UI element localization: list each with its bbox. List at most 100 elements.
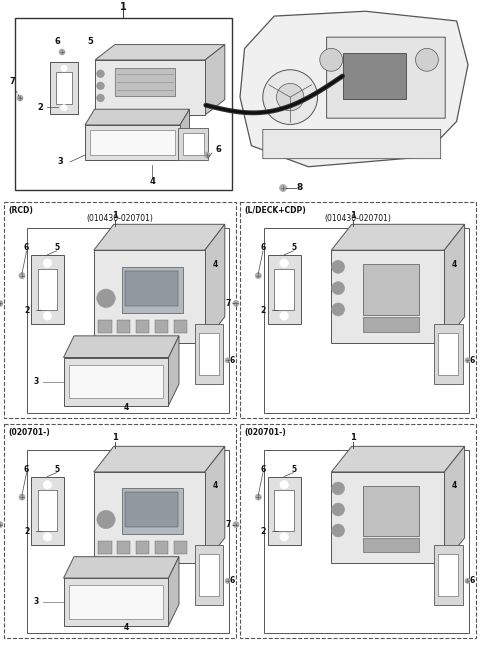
Text: 6: 6 xyxy=(24,465,29,474)
Polygon shape xyxy=(94,447,225,472)
Polygon shape xyxy=(195,324,223,384)
Text: 6: 6 xyxy=(215,146,221,155)
Text: (010430-020701): (010430-020701) xyxy=(324,214,391,223)
Polygon shape xyxy=(31,255,63,324)
Circle shape xyxy=(332,261,345,273)
FancyBboxPatch shape xyxy=(136,320,149,333)
Text: 6: 6 xyxy=(229,356,235,365)
Circle shape xyxy=(320,49,343,72)
Circle shape xyxy=(332,281,345,294)
Polygon shape xyxy=(331,250,444,343)
FancyBboxPatch shape xyxy=(27,228,229,413)
Circle shape xyxy=(332,303,345,316)
Text: 2: 2 xyxy=(260,306,265,315)
Polygon shape xyxy=(444,447,465,564)
FancyBboxPatch shape xyxy=(240,424,476,638)
FancyBboxPatch shape xyxy=(199,333,219,375)
Text: 4: 4 xyxy=(212,481,217,490)
Polygon shape xyxy=(434,324,463,384)
Polygon shape xyxy=(94,224,225,250)
FancyBboxPatch shape xyxy=(90,130,175,155)
Text: 6: 6 xyxy=(260,465,265,474)
FancyBboxPatch shape xyxy=(115,68,175,96)
Text: (020701-): (020701-) xyxy=(244,428,286,437)
Circle shape xyxy=(43,533,51,541)
Text: 5: 5 xyxy=(54,465,59,474)
FancyBboxPatch shape xyxy=(121,267,182,313)
Circle shape xyxy=(43,480,51,489)
FancyBboxPatch shape xyxy=(155,320,168,333)
Polygon shape xyxy=(168,336,179,406)
Text: 4: 4 xyxy=(124,402,129,411)
Text: 6: 6 xyxy=(54,38,60,47)
Circle shape xyxy=(96,82,104,90)
Polygon shape xyxy=(240,11,468,167)
Text: 7: 7 xyxy=(225,520,231,529)
Circle shape xyxy=(0,300,3,306)
FancyBboxPatch shape xyxy=(4,424,236,638)
FancyBboxPatch shape xyxy=(174,541,187,554)
Text: 1: 1 xyxy=(112,434,118,443)
Text: 7: 7 xyxy=(9,77,15,86)
Text: (020701-): (020701-) xyxy=(8,428,50,437)
Polygon shape xyxy=(63,578,168,626)
FancyBboxPatch shape xyxy=(155,541,168,554)
Polygon shape xyxy=(331,224,465,250)
Polygon shape xyxy=(205,447,225,564)
Polygon shape xyxy=(180,109,190,160)
FancyBboxPatch shape xyxy=(125,492,178,527)
FancyBboxPatch shape xyxy=(121,488,182,534)
FancyBboxPatch shape xyxy=(125,270,178,306)
Text: 1: 1 xyxy=(120,2,126,12)
FancyBboxPatch shape xyxy=(15,18,232,190)
Circle shape xyxy=(97,289,115,307)
Polygon shape xyxy=(95,60,205,115)
Circle shape xyxy=(17,95,23,101)
Circle shape xyxy=(332,482,345,495)
FancyBboxPatch shape xyxy=(363,317,420,332)
Text: 8: 8 xyxy=(297,183,303,192)
Text: 6: 6 xyxy=(260,243,265,252)
Polygon shape xyxy=(50,62,78,114)
Polygon shape xyxy=(95,45,225,60)
FancyBboxPatch shape xyxy=(264,450,469,633)
Circle shape xyxy=(416,49,438,72)
Polygon shape xyxy=(85,125,180,160)
Polygon shape xyxy=(331,447,465,472)
Text: 4: 4 xyxy=(149,177,155,187)
Circle shape xyxy=(280,533,288,541)
Circle shape xyxy=(43,259,51,267)
FancyBboxPatch shape xyxy=(136,541,149,554)
Polygon shape xyxy=(63,336,179,358)
Circle shape xyxy=(332,524,345,537)
Polygon shape xyxy=(168,556,179,626)
Circle shape xyxy=(263,70,318,124)
Text: 2: 2 xyxy=(260,527,265,536)
FancyBboxPatch shape xyxy=(263,129,441,159)
Circle shape xyxy=(255,494,261,500)
Circle shape xyxy=(97,510,115,528)
FancyBboxPatch shape xyxy=(438,333,458,375)
Polygon shape xyxy=(178,128,208,160)
Circle shape xyxy=(233,300,239,306)
Text: 3: 3 xyxy=(34,377,39,386)
Circle shape xyxy=(280,259,288,267)
Text: 2: 2 xyxy=(24,306,29,315)
FancyBboxPatch shape xyxy=(38,490,57,532)
Text: 4: 4 xyxy=(452,259,457,268)
Text: (010430-020701): (010430-020701) xyxy=(86,214,154,223)
FancyBboxPatch shape xyxy=(240,202,476,418)
Circle shape xyxy=(276,83,304,111)
Circle shape xyxy=(59,49,65,55)
FancyBboxPatch shape xyxy=(326,37,445,118)
Circle shape xyxy=(279,185,287,192)
Polygon shape xyxy=(434,545,463,605)
Polygon shape xyxy=(205,45,225,115)
FancyBboxPatch shape xyxy=(264,228,469,413)
FancyBboxPatch shape xyxy=(38,268,57,310)
Circle shape xyxy=(96,70,104,77)
Circle shape xyxy=(255,272,261,279)
FancyBboxPatch shape xyxy=(4,202,236,418)
Text: 6: 6 xyxy=(469,356,475,365)
Circle shape xyxy=(0,521,3,528)
